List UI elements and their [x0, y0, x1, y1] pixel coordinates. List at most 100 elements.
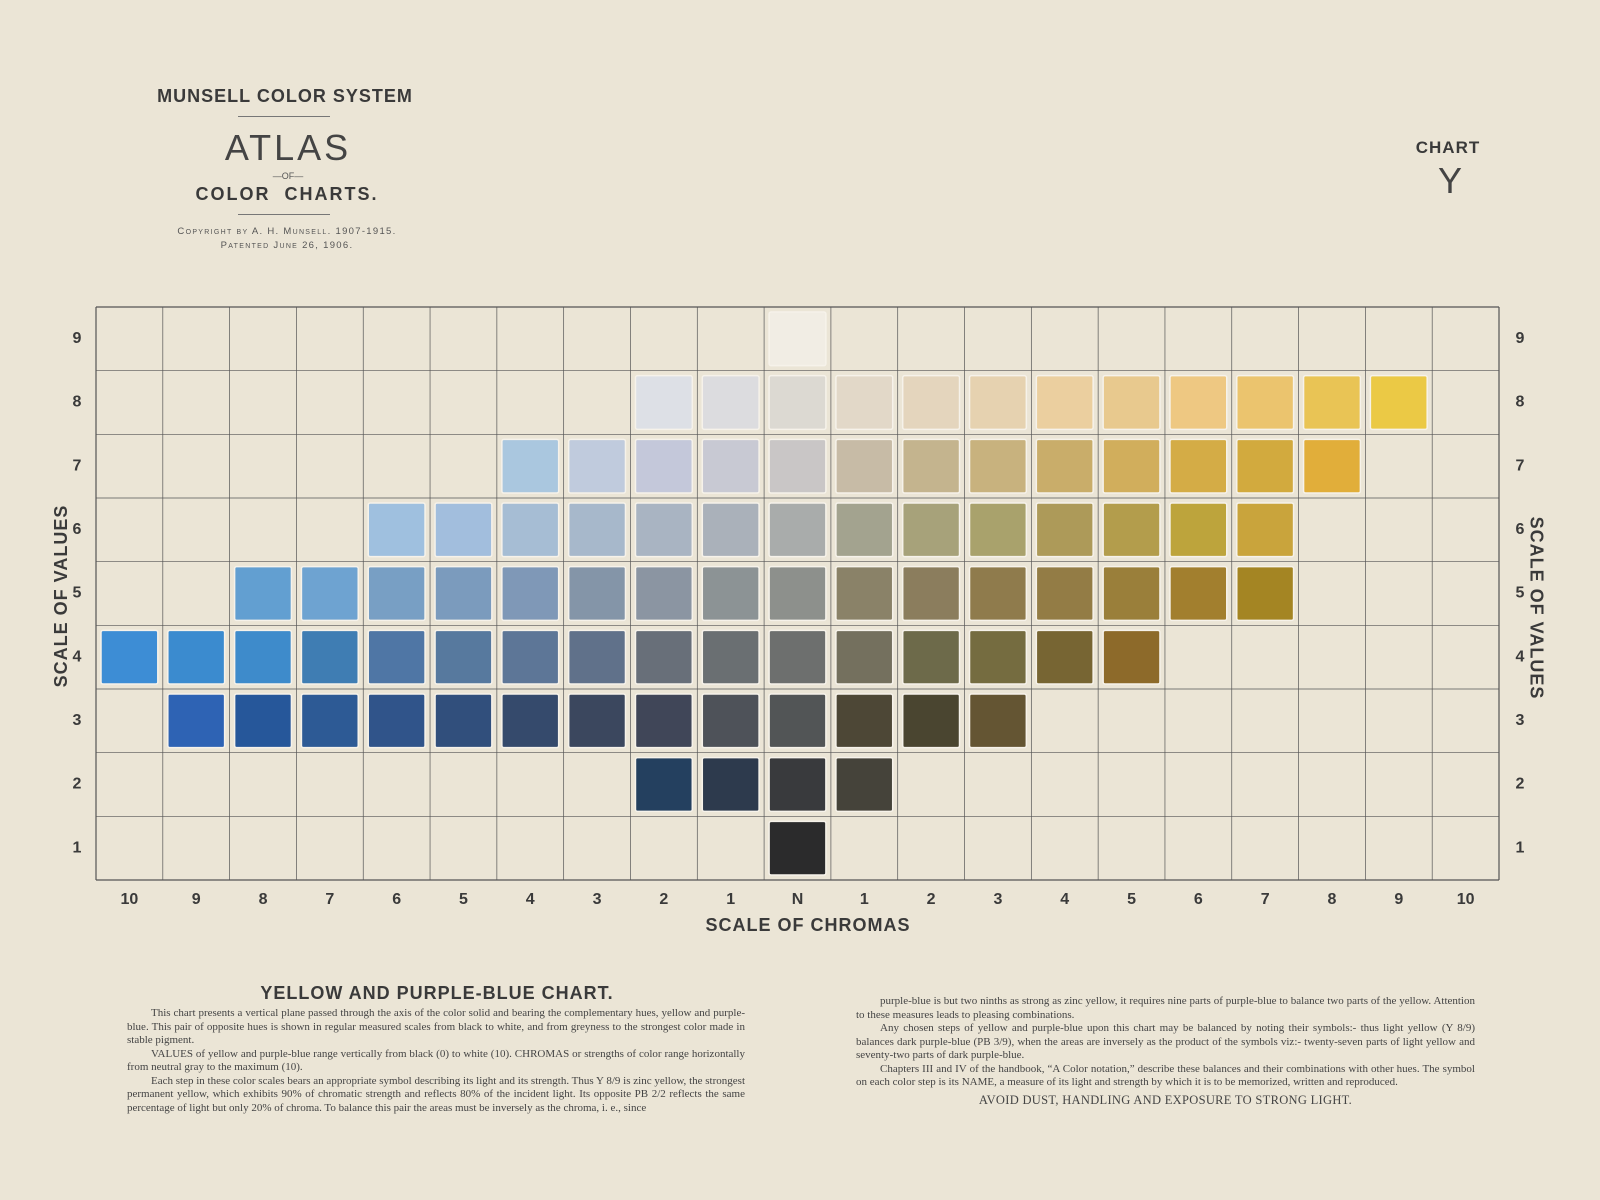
color-swatch: [701, 502, 760, 558]
row-label: 8: [1516, 394, 1525, 411]
color-swatch: [835, 693, 894, 749]
column-label: 6: [1194, 891, 1203, 908]
color-swatch: [968, 565, 1028, 622]
color-swatch: [1035, 629, 1094, 685]
paragraph: VALUES of yellow and purple-blue range v…: [127, 1047, 745, 1074]
color-swatch: [701, 629, 760, 685]
row-label: 6: [1516, 521, 1525, 538]
chart-name: Y: [1437, 160, 1463, 201]
paragraph: purple-blue is but two ninths as strong …: [856, 995, 1475, 1021]
color-swatch: [1035, 565, 1094, 622]
column-label: 7: [325, 891, 334, 908]
color-swatch: [701, 438, 760, 494]
color-swatch: [768, 629, 827, 685]
rule: [238, 116, 330, 117]
color-swatch: [835, 756, 894, 813]
color-swatch: [768, 438, 827, 494]
color-swatch: [835, 502, 894, 558]
warning: AVOID DUST, HANDLING AND EXPOSURE TO STR…: [978, 1092, 1353, 1107]
color-swatch: [1236, 502, 1295, 558]
color-swatch: [1169, 502, 1228, 558]
row-label: 6: [73, 521, 82, 538]
row-label: 7: [73, 457, 82, 474]
color-swatch: [968, 438, 1028, 494]
color-swatch: [501, 438, 560, 494]
row-label: 2: [73, 776, 82, 793]
color-swatch: [968, 629, 1028, 685]
color-swatch: [567, 693, 627, 749]
color-swatch: [768, 374, 827, 431]
color-swatch: [434, 629, 493, 685]
row-label: 3: [1516, 712, 1525, 729]
text-column: purple-blue is but two ninths as strong …: [856, 995, 1475, 1107]
color-swatch: [768, 502, 827, 558]
color-swatch: [634, 374, 694, 431]
column-label: 3: [993, 891, 1002, 908]
row-label: 3: [73, 712, 82, 729]
paragraph: Chapters III and IV of the handbook, “A …: [856, 1062, 1475, 1089]
color-swatch: [768, 693, 827, 749]
color-swatch: [768, 820, 827, 876]
color-swatch: [1102, 629, 1161, 685]
column-label: 7: [1261, 891, 1270, 908]
color-swatch: [768, 311, 827, 367]
row-label: 4: [73, 648, 82, 665]
color-swatch: [1035, 502, 1094, 558]
row-label: 5: [1516, 585, 1525, 602]
color-swatch: [567, 629, 627, 685]
column-label: 1: [860, 891, 869, 908]
color-swatch: [768, 756, 827, 813]
row-label: 2: [1516, 776, 1525, 793]
column-label: 3: [593, 891, 602, 908]
row-label: 9: [1516, 330, 1525, 347]
color-swatch: [701, 693, 760, 749]
color-swatch: [1102, 438, 1161, 494]
color-swatch: [968, 502, 1028, 558]
color-swatch: [367, 565, 426, 622]
row-label: 7: [1516, 457, 1525, 474]
color-swatch: [634, 629, 694, 685]
color-swatch: [968, 693, 1028, 749]
color-swatch: [1169, 565, 1228, 622]
color-swatch: [901, 374, 961, 431]
column-label: 9: [1394, 891, 1403, 908]
color-swatch: [167, 693, 226, 749]
row-label: 8: [73, 394, 82, 411]
column-label: 6: [392, 891, 401, 908]
color-swatch: [901, 502, 961, 558]
column-label: 4: [1060, 891, 1069, 908]
color-swatch: [434, 565, 493, 622]
color-swatch: [634, 502, 694, 558]
color-swatch: [300, 629, 359, 685]
color-swatch: [434, 693, 493, 749]
color-swatch: [367, 502, 426, 558]
color-swatch: [1102, 502, 1161, 558]
copyright: Copyright by A. H. Munsell. 1907-1915.: [177, 226, 397, 237]
value-axis-title: SCALE OF VALUES: [1526, 517, 1546, 700]
color-swatch: [901, 438, 961, 494]
column-label: 2: [659, 891, 668, 908]
color-swatch: [501, 629, 560, 685]
color-swatch: [1102, 374, 1161, 431]
paragraph: Any chosen steps of yellow and purple-bl…: [856, 1022, 1475, 1061]
column-label: 2: [927, 891, 936, 908]
column-label: N: [792, 891, 804, 908]
color-swatch: [300, 693, 359, 749]
color-swatch: [501, 693, 560, 749]
color-swatch: [1169, 374, 1228, 431]
color-swatch: [100, 629, 159, 685]
row-label: 1: [73, 839, 82, 856]
color-swatch: [701, 565, 760, 622]
color-swatch: [901, 629, 961, 685]
color-swatch: [901, 693, 961, 749]
chart-label: CHART: [1415, 138, 1481, 157]
chroma-axis-title: SCALE OF CHROMAS: [706, 915, 911, 935]
color-swatch: [233, 565, 293, 622]
paragraph: Each step in these color scales bears an…: [127, 1074, 745, 1114]
color-swatch: [567, 565, 627, 622]
row-label: 5: [73, 585, 82, 602]
rule: [238, 214, 330, 215]
patent: Patented June 26, 1906.: [220, 240, 354, 251]
atlas-title: ATLAS: [224, 127, 352, 168]
color-swatch: [501, 565, 560, 622]
